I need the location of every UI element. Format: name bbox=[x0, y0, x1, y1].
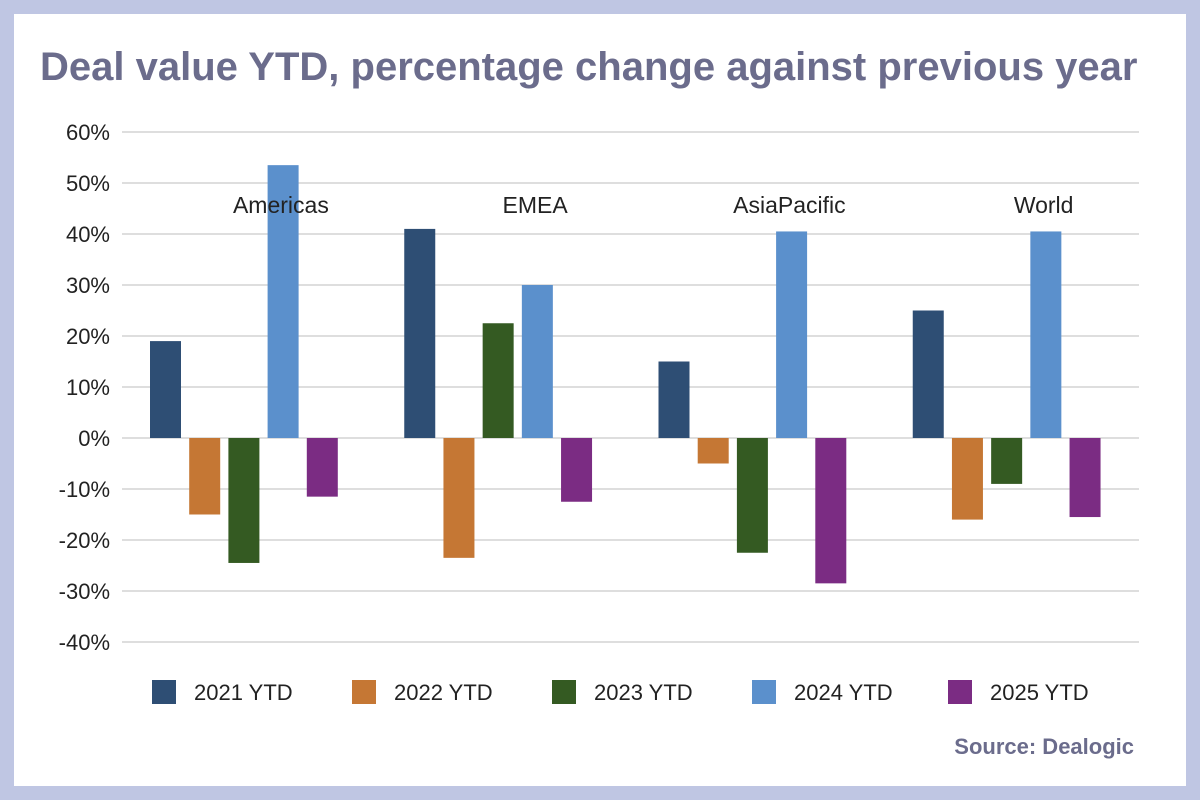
bar-americas-2021-ytd bbox=[150, 341, 181, 438]
chart-frame: Deal value YTD, percentage change agains… bbox=[14, 14, 1186, 786]
bar-world-2022-ytd bbox=[951, 438, 983, 520]
bar-asiapacific-2025-ytd bbox=[815, 438, 847, 584]
y-tick-label: 50% bbox=[66, 171, 110, 196]
legend-swatch bbox=[552, 680, 576, 704]
legend-swatch bbox=[752, 680, 776, 704]
y-tick-label: -10% bbox=[59, 477, 110, 502]
bar-americas-2024-ytd bbox=[267, 165, 299, 438]
bar-world-2023-ytd bbox=[991, 438, 1023, 484]
category-label: AsiaPacific bbox=[733, 192, 845, 218]
category-labels: Americas EMEA AsiaPacific World bbox=[233, 192, 1074, 218]
legend-swatch bbox=[352, 680, 376, 704]
bar-chart: Deal value YTD, percentage change agains… bbox=[40, 45, 1139, 759]
legend-label: 2023 YTD bbox=[594, 680, 693, 705]
bar-emea-2023-ytd bbox=[482, 323, 514, 438]
category-label: EMEA bbox=[503, 192, 569, 218]
category-label: Americas bbox=[233, 192, 329, 218]
bar-world-2021-ytd bbox=[912, 310, 944, 438]
legend-label: 2022 YTD bbox=[394, 680, 493, 705]
bar-americas-2025-ytd bbox=[306, 438, 338, 497]
y-tick-label: 60% bbox=[66, 120, 110, 145]
legend-swatch bbox=[152, 680, 176, 704]
bar-emea-2022-ytd bbox=[443, 438, 475, 558]
chart-title: Deal value YTD, percentage change agains… bbox=[40, 45, 1137, 89]
y-tick-label: 10% bbox=[66, 375, 110, 400]
legend-swatch bbox=[948, 680, 972, 704]
legend-label: 2021 YTD bbox=[194, 680, 293, 705]
legend-label: 2024 YTD bbox=[794, 680, 893, 705]
y-tick-label: 30% bbox=[66, 273, 110, 298]
bar-americas-2023-ytd bbox=[228, 438, 260, 563]
y-tick-label: -20% bbox=[59, 528, 110, 553]
y-axis-ticks: 60% 50% 40% 30% 20% 10% 0% -10% -20% -30% -40% bbox=[59, 120, 110, 655]
y-tick-label: 40% bbox=[66, 222, 110, 247]
bar-asiapacific-2024-ytd bbox=[776, 231, 808, 438]
bar-asiapacific-2023-ytd bbox=[736, 438, 768, 553]
bars bbox=[150, 165, 1101, 584]
bar-emea-2024-ytd bbox=[521, 285, 553, 438]
source-note: Source: Dealogic bbox=[954, 734, 1134, 759]
y-tick-label: -30% bbox=[59, 579, 110, 604]
y-tick-label: 20% bbox=[66, 324, 110, 349]
bar-asiapacific-2021-ytd bbox=[658, 361, 690, 438]
bar-emea-2025-ytd bbox=[561, 438, 593, 502]
y-tick-label: 0% bbox=[78, 426, 110, 451]
bar-asiapacific-2022-ytd bbox=[697, 438, 729, 464]
category-label: World bbox=[1014, 192, 1074, 218]
bar-americas-2022-ytd bbox=[189, 438, 221, 515]
bar-world-2024-ytd bbox=[1030, 231, 1062, 438]
bar-world-2025-ytd bbox=[1069, 438, 1101, 518]
y-tick-label: -40% bbox=[59, 630, 110, 655]
bar-emea-2021-ytd bbox=[404, 228, 436, 438]
legend-label: 2025 YTD bbox=[990, 680, 1089, 705]
legend: 2021 YTD 2022 YTD 2023 YTD 2024 YTD 2025 YTD bbox=[152, 680, 1089, 705]
